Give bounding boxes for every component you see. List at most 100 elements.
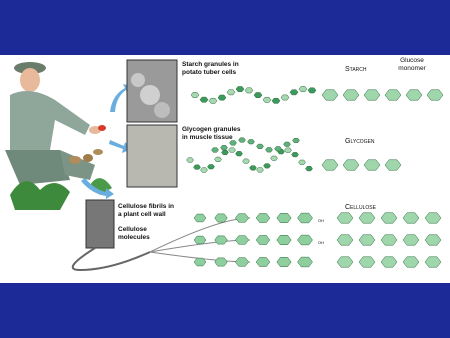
glucose-unit xyxy=(271,97,281,104)
glucose-unit xyxy=(342,89,360,101)
glucose-unit xyxy=(193,213,207,223)
monomer-label: monomer xyxy=(398,65,426,72)
glucose-unit xyxy=(298,159,306,165)
farmer xyxy=(5,62,106,185)
glucose-unit xyxy=(358,256,376,268)
glucose-unit xyxy=(190,92,200,98)
glycogen-photo xyxy=(126,124,178,188)
glucose-unit xyxy=(247,139,255,145)
glucose-unit xyxy=(276,257,292,267)
glucose-unit xyxy=(199,96,209,103)
glucose-unit xyxy=(262,96,272,103)
glucose-unit xyxy=(235,213,249,223)
glucose-unit xyxy=(297,234,313,246)
glucose-unit xyxy=(211,147,219,153)
glucose-chains xyxy=(149,86,444,268)
glucose-unit xyxy=(363,89,381,101)
glucose-unit xyxy=(217,94,227,101)
glucose-unit xyxy=(298,86,308,92)
glucose-unit xyxy=(186,157,194,163)
glucose-unit xyxy=(307,87,317,94)
glucose-unit xyxy=(402,256,420,268)
glucose-unit xyxy=(424,212,442,224)
glucose-unit xyxy=(276,235,292,245)
glucose-unit xyxy=(235,86,245,92)
cellulose-photo xyxy=(85,199,115,249)
glucose-unit xyxy=(193,164,201,170)
glucose-unit xyxy=(291,152,299,158)
glucose-unit xyxy=(214,213,228,223)
glucose-unit xyxy=(380,212,398,224)
glucose-unit xyxy=(424,256,442,268)
glucose-unit xyxy=(214,235,228,245)
glucose-unit xyxy=(380,256,398,268)
glucose-unit xyxy=(255,257,271,267)
glucose-unit xyxy=(193,235,207,245)
polymer-name: Cellulose xyxy=(345,204,377,211)
glucose-unit xyxy=(358,212,376,224)
molecules-label: Cellulose xyxy=(118,226,147,233)
glucose-unit xyxy=(283,141,291,147)
glucose-unit xyxy=(228,147,236,153)
glucose-unit xyxy=(207,164,215,170)
glucose-unit xyxy=(208,97,218,104)
glucose-unit xyxy=(336,234,354,246)
glucose-unit xyxy=(402,234,420,246)
glucose-unit xyxy=(297,256,313,268)
glucose-unit xyxy=(220,145,228,151)
polymer-name: Glycogen xyxy=(345,138,375,145)
photo-label: Glycogen granules xyxy=(182,126,241,133)
glucose-unit xyxy=(193,257,207,267)
glucose-unit xyxy=(235,151,243,157)
glucose-unit xyxy=(358,234,376,246)
glucose-unit xyxy=(380,234,398,246)
glucose-unit xyxy=(384,159,402,171)
glucose-unit xyxy=(405,89,423,101)
photo-label: a plant cell wall xyxy=(118,211,166,218)
polymer-name: Starch xyxy=(345,66,367,73)
glucose-unit xyxy=(265,147,273,153)
glucose-unit xyxy=(214,156,222,162)
glucose-unit xyxy=(214,257,228,267)
glucose-unit xyxy=(336,212,354,224)
monomer-label: Glucose xyxy=(400,57,424,64)
glucose-unit xyxy=(229,140,237,146)
glucose-unit xyxy=(384,89,402,101)
glucose-unit xyxy=(244,87,254,94)
glucose-unit xyxy=(226,89,236,96)
glucose-unit xyxy=(402,212,420,224)
glucose-unit xyxy=(256,167,264,173)
glucose-unit xyxy=(242,158,250,164)
photo-label: Cellulose fibrils in xyxy=(118,203,174,210)
glucose-unit xyxy=(292,137,300,143)
glucose-unit xyxy=(276,213,292,223)
glucose-unit xyxy=(238,137,246,143)
glucose-unit xyxy=(235,235,249,245)
glucose-unit xyxy=(280,94,290,101)
fibril-cable xyxy=(71,247,151,272)
glucose-unit xyxy=(426,89,444,101)
glucose-unit xyxy=(297,212,313,224)
glucose-unit xyxy=(321,89,339,101)
glucose-unit xyxy=(255,213,271,223)
glucose-unit xyxy=(342,159,360,171)
glucose-unit xyxy=(336,256,354,268)
photo-label: Starch granules in xyxy=(182,61,239,68)
end-group: OH xyxy=(318,240,324,245)
photo-label: potato tuber cells xyxy=(182,69,237,76)
photo-label: in muscle tissue xyxy=(182,134,233,141)
glucose-unit xyxy=(305,166,313,172)
glucose-unit xyxy=(270,155,278,161)
glucose-unit xyxy=(363,159,381,171)
glucose-unit xyxy=(253,92,263,98)
glucose-unit xyxy=(424,234,442,246)
molecules-label: molecules xyxy=(118,234,150,241)
glucose-unit xyxy=(263,163,271,169)
end-group: OH xyxy=(318,218,324,223)
glucose-unit xyxy=(289,89,299,96)
glucose-unit xyxy=(235,257,249,267)
glucose-unit xyxy=(255,235,271,245)
glucose-unit xyxy=(256,143,264,149)
